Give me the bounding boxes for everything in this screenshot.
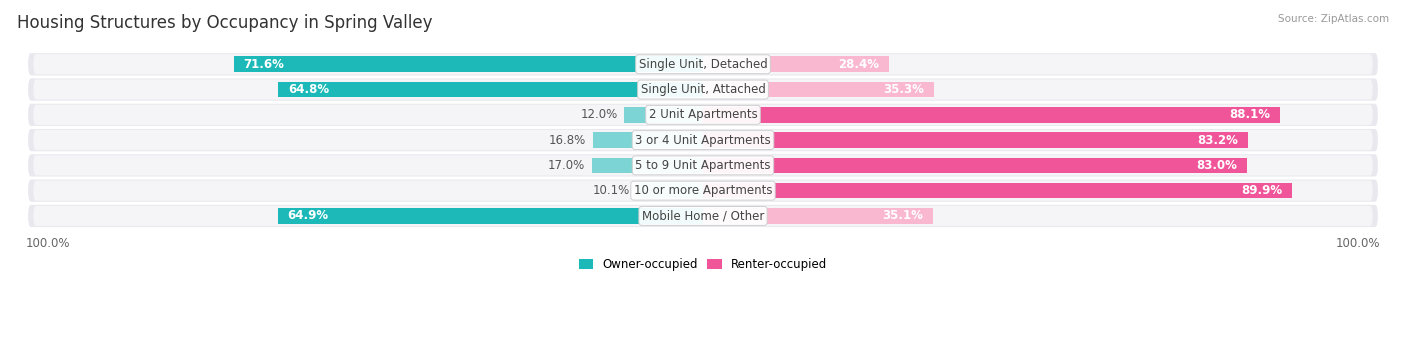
FancyBboxPatch shape xyxy=(34,155,1372,176)
Bar xyxy=(593,132,703,148)
Text: Single Unit, Detached: Single Unit, Detached xyxy=(638,58,768,71)
Bar xyxy=(624,107,703,123)
Text: 35.1%: 35.1% xyxy=(883,209,924,222)
Bar xyxy=(278,82,703,98)
Text: 88.1%: 88.1% xyxy=(1229,108,1271,121)
FancyBboxPatch shape xyxy=(28,205,1378,227)
Bar xyxy=(233,56,703,72)
FancyBboxPatch shape xyxy=(34,54,1372,74)
Text: 35.3%: 35.3% xyxy=(883,83,925,96)
Text: 10.1%: 10.1% xyxy=(593,184,630,197)
Bar xyxy=(703,208,934,224)
FancyBboxPatch shape xyxy=(34,130,1372,150)
Text: 12.0%: 12.0% xyxy=(581,108,617,121)
Text: 71.6%: 71.6% xyxy=(243,58,284,71)
FancyBboxPatch shape xyxy=(28,53,1378,75)
Bar xyxy=(703,158,1247,173)
Text: Mobile Home / Other: Mobile Home / Other xyxy=(641,209,765,222)
Bar xyxy=(592,158,703,173)
Text: Single Unit, Attached: Single Unit, Attached xyxy=(641,83,765,96)
Text: 16.8%: 16.8% xyxy=(550,134,586,147)
Text: 5 to 9 Unit Apartments: 5 to 9 Unit Apartments xyxy=(636,159,770,172)
FancyBboxPatch shape xyxy=(28,154,1378,177)
Legend: Owner-occupied, Renter-occupied: Owner-occupied, Renter-occupied xyxy=(574,254,832,276)
Bar xyxy=(703,82,935,98)
Text: 17.0%: 17.0% xyxy=(548,159,585,172)
Text: 64.9%: 64.9% xyxy=(288,209,329,222)
FancyBboxPatch shape xyxy=(34,206,1372,226)
Bar xyxy=(703,183,1292,198)
Text: 2 Unit Apartments: 2 Unit Apartments xyxy=(648,108,758,121)
Bar xyxy=(703,107,1281,123)
Bar xyxy=(703,56,889,72)
Text: 28.4%: 28.4% xyxy=(838,58,879,71)
Bar xyxy=(703,132,1249,148)
Text: 83.0%: 83.0% xyxy=(1197,159,1237,172)
FancyBboxPatch shape xyxy=(28,78,1378,101)
FancyBboxPatch shape xyxy=(34,79,1372,100)
FancyBboxPatch shape xyxy=(28,179,1378,202)
Text: 64.8%: 64.8% xyxy=(288,83,329,96)
Text: 10 or more Apartments: 10 or more Apartments xyxy=(634,184,772,197)
Text: 83.2%: 83.2% xyxy=(1198,134,1239,147)
Bar xyxy=(637,183,703,198)
Text: 89.9%: 89.9% xyxy=(1241,184,1282,197)
Bar xyxy=(278,208,703,224)
Text: 3 or 4 Unit Apartments: 3 or 4 Unit Apartments xyxy=(636,134,770,147)
Text: Source: ZipAtlas.com: Source: ZipAtlas.com xyxy=(1278,14,1389,24)
FancyBboxPatch shape xyxy=(28,129,1378,151)
FancyBboxPatch shape xyxy=(34,180,1372,201)
Text: Housing Structures by Occupancy in Spring Valley: Housing Structures by Occupancy in Sprin… xyxy=(17,14,433,32)
FancyBboxPatch shape xyxy=(28,104,1378,126)
FancyBboxPatch shape xyxy=(34,105,1372,125)
